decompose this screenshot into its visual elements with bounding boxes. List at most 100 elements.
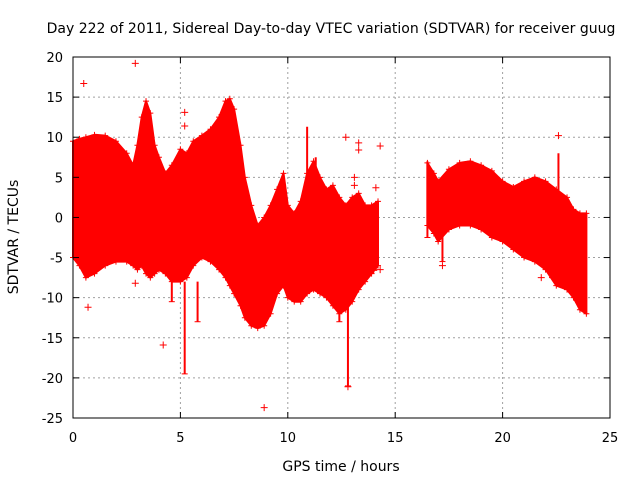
data-point: [151, 270, 158, 277]
data-point: [570, 206, 577, 213]
data-point: [177, 278, 184, 285]
data-point: [162, 170, 169, 177]
data-point: [130, 162, 137, 169]
data-point: [430, 170, 437, 177]
y-tick-label: -20: [42, 372, 63, 387]
data-point-outlier: [355, 139, 363, 147]
y-tick-label: 15: [46, 91, 63, 106]
data-point: [155, 154, 162, 161]
data-point: [151, 142, 158, 149]
data-point: [342, 202, 349, 209]
data-point: [521, 254, 528, 261]
data-point-outlier: [80, 79, 88, 87]
data-point: [323, 294, 330, 301]
data-point: [553, 282, 560, 289]
data-point-outlier: [370, 266, 378, 274]
y-tick-label: -15: [42, 332, 63, 347]
y-tick-label: 0: [55, 211, 63, 226]
data-point: [291, 210, 298, 217]
data-point-outlier: [438, 262, 446, 270]
data-point: [467, 222, 474, 229]
data-point: [216, 266, 223, 273]
data-point: [435, 178, 442, 185]
data-point: [488, 167, 495, 174]
data-point: [222, 274, 229, 281]
data-point: [317, 174, 324, 181]
data-point: [162, 270, 169, 277]
data-point: [248, 322, 255, 329]
data-point: [130, 262, 137, 269]
data-point-outlier: [84, 303, 92, 311]
data-point: [254, 222, 261, 229]
data-band-segment-2: [426, 160, 588, 315]
data-point: [478, 162, 485, 169]
data-point: [226, 95, 233, 102]
data-point-outlier: [376, 266, 384, 274]
data-point: [521, 178, 528, 185]
y-axis-ticks: -25 -20 -15 -10 -5 0 5 10 15 20: [42, 51, 610, 427]
data-point: [248, 202, 255, 209]
data-point: [304, 290, 311, 297]
data-point-outlier: [181, 122, 189, 130]
data-point: [564, 286, 571, 293]
data-point-outlier: [181, 108, 189, 116]
data-point: [102, 132, 109, 139]
data-point: [231, 290, 238, 297]
x-tick-label: 20: [494, 431, 511, 446]
x-tick-label: 25: [602, 431, 619, 446]
data-point: [510, 183, 517, 190]
y-tick-label: 20: [46, 51, 63, 66]
x-axis-ticks: 0 5 10 15 20 25: [69, 57, 618, 446]
data-point-outlier: [159, 341, 167, 349]
data-point: [198, 132, 205, 139]
data-point-outlier: [350, 181, 358, 189]
data-point: [267, 310, 274, 317]
data-point: [510, 246, 517, 253]
data-point-outlier: [376, 142, 384, 150]
data-point-outlier: [260, 404, 268, 412]
data-point: [349, 298, 356, 305]
x-tick-label: 10: [280, 431, 297, 446]
data-point: [280, 282, 287, 289]
data-point: [226, 282, 233, 289]
data-point-outlier: [344, 383, 352, 391]
data-marks: [70, 59, 590, 412]
data-point: [456, 159, 463, 166]
data-point: [456, 222, 463, 229]
y-tick-label: -10: [42, 292, 63, 307]
data-point: [112, 138, 119, 145]
data-point: [123, 258, 130, 265]
data-point: [445, 166, 452, 173]
data-point: [291, 298, 298, 305]
data-point: [190, 262, 197, 269]
data-point: [570, 294, 577, 301]
data-point: [267, 202, 274, 209]
data-point: [207, 258, 214, 265]
data-point: [531, 258, 538, 265]
data-point: [222, 98, 229, 105]
data-point: [284, 294, 291, 301]
data-point: [261, 214, 268, 221]
data-point: [147, 110, 154, 117]
data-point: [138, 262, 145, 269]
data-point: [564, 194, 571, 201]
data-point: [82, 274, 89, 281]
data-point: [138, 114, 145, 121]
data-point: [134, 142, 141, 149]
data-point: [177, 146, 184, 153]
data-point: [542, 266, 549, 273]
data-point: [274, 290, 281, 297]
data-point: [183, 274, 190, 281]
data-point: [310, 286, 317, 293]
y-tick-label: -5: [50, 252, 63, 267]
data-point: [583, 210, 590, 217]
data-point: [531, 174, 538, 181]
data-point: [297, 198, 304, 205]
data-point: [168, 162, 175, 169]
data-point: [102, 262, 109, 269]
data-point: [231, 106, 238, 113]
y-tick-label: 10: [46, 131, 63, 146]
x-axis-label: GPS time / hours: [282, 459, 399, 475]
data-point: [183, 150, 190, 157]
data-point-outlier: [372, 184, 380, 192]
